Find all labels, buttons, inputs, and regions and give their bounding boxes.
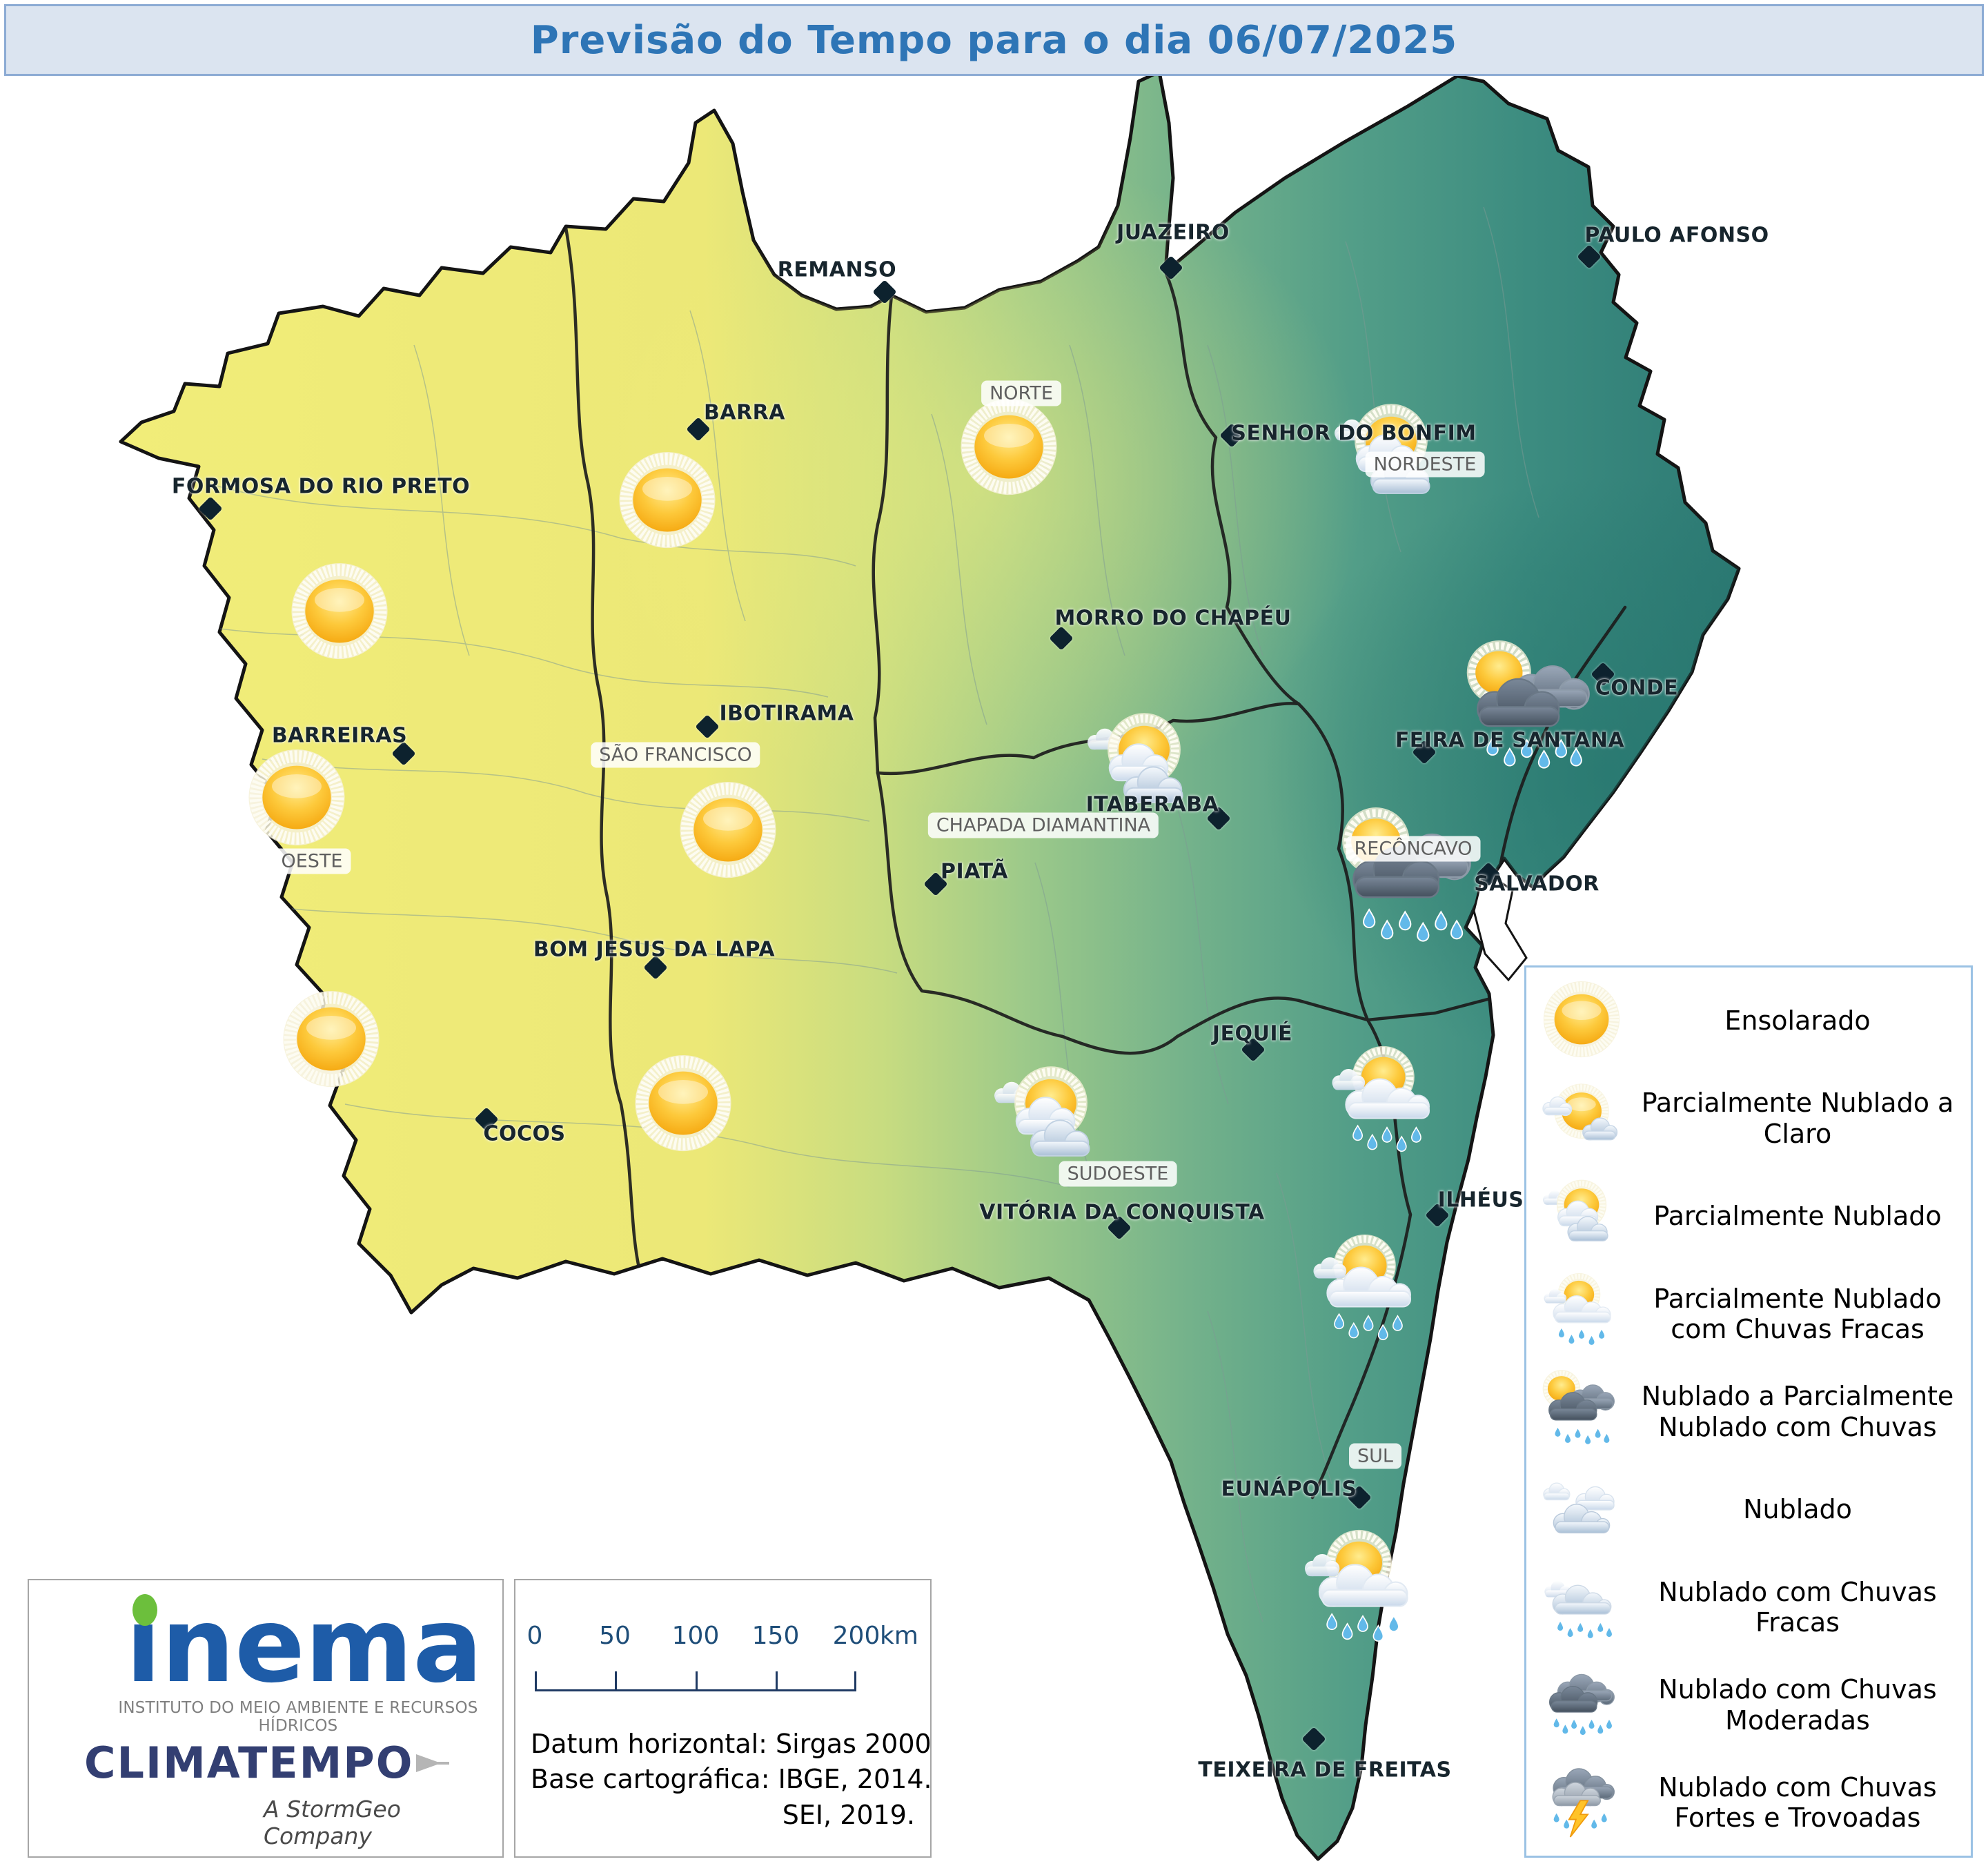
region-label-sudoeste: SUDOESTE (1059, 1161, 1177, 1187)
datum-line: SEI, 2019. (782, 1799, 915, 1830)
legend-label: Parcialmente Nublado (1653, 1201, 1942, 1232)
city-label-barra: BARRA (703, 400, 786, 425)
datum-info: Datum horizontal: Sirgas 2000 Base carto… (531, 1727, 932, 1833)
city-label-paulo-afonso: PAULO AFONSO (1584, 223, 1769, 248)
sun-cloud-rain-icon (1299, 1528, 1427, 1658)
region-label-nordeste: NORDESTE (1365, 451, 1485, 478)
climatempo-logo-text: CLIMATEMPO (84, 1738, 414, 1788)
sun-clouds-icon (991, 1063, 1112, 1176)
scale-tick (696, 1671, 698, 1691)
scale-tick-label: 150 (751, 1622, 800, 1650)
legend-label: Nublado com Chuvas Fracas (1658, 1576, 1937, 1638)
sun-icon (631, 1052, 735, 1158)
storm-cloud-icon (1540, 1759, 1623, 1846)
sun-clouds-icon (1540, 1177, 1623, 1255)
datum-line: Base cartográfica: IBGE, 2014. (531, 1764, 932, 1795)
city-label-teixeira-de-freitas: TEIXEIRA DE FREITAS (1198, 1758, 1452, 1782)
scale-panel: 0 50 100 150 200 km Datum horizontal: Si… (514, 1579, 932, 1858)
city-label-formosa-do-rio-preto: FORMOSA DO RIO PRETO (171, 474, 471, 499)
legend-row: Nublado com Chuvas Moderadas (1526, 1656, 1971, 1754)
sun-icon (1541, 979, 1622, 1063)
scale-tick-label: 50 (599, 1622, 631, 1650)
region-label-sul: SUL (1349, 1443, 1401, 1469)
region-label-sao-francisco: SÃO FRANCISCO (591, 742, 760, 768)
sun-icon (676, 778, 780, 885)
city-label-cocos: COCOS (483, 1121, 566, 1146)
stormgeo-tagline: A StormGeo Company (264, 1796, 401, 1849)
sun-dark-cloud-rain-icon (1540, 1370, 1623, 1454)
sun-cloud-rain-icon (1308, 1232, 1429, 1355)
sun-dark-cloud-rain-icon (1463, 640, 1604, 784)
inema-tagline: INSTITUTO DO MEIO AMBIENTE E RECURSOS HÍ… (118, 1699, 478, 1735)
city-label-piata: PIATÃ (941, 859, 1008, 884)
title-bar: Previsão do Tempo para o dia 06/07/2025 (4, 4, 1984, 76)
legend-label: Nublado com Chuvas Moderadas (1658, 1674, 1937, 1736)
todos-os-santos-bay (1473, 869, 1528, 982)
city-label-juazeiro: JUAZEIRO (1116, 220, 1230, 245)
legend-row: Nublado (1526, 1460, 1971, 1558)
inema-green-dot-icon (132, 1594, 157, 1626)
dark-cloud-rain-icon (1540, 1663, 1623, 1747)
legend-label: Parcialmente Nublado com Chuvas Fracas (1653, 1283, 1942, 1344)
legend-label: Ensolarado (1724, 1005, 1871, 1036)
sun-small-cloud-icon (1540, 1080, 1623, 1157)
sun-icon (288, 560, 391, 666)
legend-row: Parcialmente Nublado a Claro (1526, 1070, 1971, 1168)
legend-row: Nublado com Chuvas Fortes e Trovoadas (1526, 1754, 1971, 1852)
city-label-feira-de-santana: FEIRA DE SANTANA (1395, 728, 1625, 753)
city-label-morro-do-chapeu: MORRO DO CHAPÉU (1054, 606, 1292, 631)
scale-tick (615, 1671, 617, 1691)
city-label-senhor-do-bonfim: SENHOR DO BONFIM (1231, 421, 1477, 446)
city-label-itaberaba: ITABERABA (1085, 792, 1219, 817)
logos-panel: inema INSTITUTO DO MEIO AMBIENTE E RECUR… (28, 1579, 504, 1858)
legend-label: Nublado com Chuvas Fortes e Trovoadas (1658, 1772, 1937, 1834)
scale-tick-label: 100 (671, 1622, 720, 1650)
city-label-ibotirama: IBOTIRAMA (719, 701, 854, 726)
climatempo-bar (416, 1761, 450, 1765)
city-label-salvador: SALVADOR (1474, 872, 1600, 896)
region-label-reconcavo: RECÔNCAVO (1346, 836, 1481, 862)
legend: Ensolarado Parcialmente Nublado a Claro … (1524, 965, 1973, 1858)
city-label-remanso: REMANSO (777, 257, 897, 282)
scale-tick (535, 1671, 537, 1691)
sun-icon (245, 746, 348, 852)
city-label-conde: CONDE (1595, 676, 1679, 700)
cloud-rain-icon (1540, 1565, 1623, 1649)
legend-label: Nublado (1743, 1494, 1852, 1525)
legend-label: Nublado a Parcialmente Nublado com Chuva… (1641, 1381, 1954, 1442)
scale-tick-label: 200 (832, 1622, 880, 1650)
climatempo-logo: CLIMATEMPO (84, 1738, 450, 1788)
datum-line: Datum horizontal: Sirgas 2000 (531, 1729, 932, 1760)
scale-tick-label: 0 (526, 1622, 543, 1650)
scale-tick (776, 1671, 778, 1691)
sun-cloud-rain-icon (1540, 1272, 1623, 1356)
inema-logo-text: inema (126, 1586, 483, 1706)
sun-cloud-rain-icon (1327, 1044, 1448, 1167)
legend-label: Parcialmente Nublado a Claro (1641, 1088, 1954, 1149)
city-label-vitoria-da-conquista: VITÓRIA DA CONQUISTA (979, 1200, 1265, 1225)
clouds-icon (1540, 1471, 1623, 1548)
scale-unit: km (880, 1622, 918, 1650)
legend-row: Nublado com Chuvas Fracas (1526, 1558, 1971, 1656)
city-label-eunapolis: EUNÁPOLIS (1221, 1477, 1357, 1502)
legend-row: Ensolarado (1526, 972, 1971, 1070)
legend-row: Nublado a Parcialmente Nublado com Chuva… (1526, 1363, 1971, 1461)
city-label-barreiras: BARREIRAS (271, 723, 408, 748)
sun-icon (957, 395, 1061, 502)
region-label-norte: NORTE (981, 380, 1061, 406)
inema-logo: inema (126, 1594, 482, 1698)
sun-dark-cloud-rain-icon (1338, 807, 1486, 958)
city-label-ilheus: ILHÉUS (1437, 1188, 1524, 1212)
sun-icon (616, 449, 719, 555)
page-title: Previsão do Tempo para o dia 06/07/2025 (530, 17, 1458, 63)
scale-tick (854, 1671, 856, 1691)
legend-row: Parcialmente Nublado com Chuvas Fracas (1526, 1265, 1971, 1363)
region-label-oeste: OESTE (273, 848, 351, 874)
city-label-jequie: JEQUIÉ (1212, 1021, 1293, 1046)
city-label-bom-jesus-da-lapa: BOM JESUS DA LAPA (533, 937, 776, 962)
sun-icon (279, 988, 383, 1094)
region-label-chapada-diamantina: CHAPADA DIAMANTINA (927, 812, 1159, 838)
legend-row: Parcialmente Nublado (1526, 1167, 1971, 1265)
